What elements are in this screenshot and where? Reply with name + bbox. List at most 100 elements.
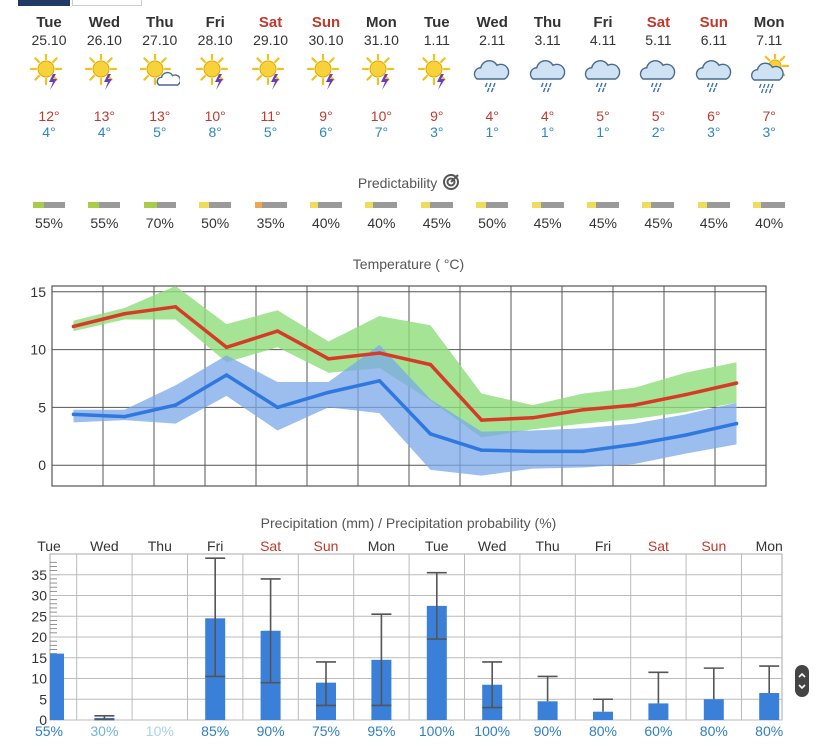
day-date: 25.10 <box>31 32 67 48</box>
day-column[interactable]: Fri 28.10 10° 8° <box>187 14 243 140</box>
precip-probability-label: 100% <box>474 723 510 739</box>
predictability-bar <box>199 202 232 208</box>
precip-probability-label: 60% <box>644 723 672 739</box>
max-temp: 13° <box>149 108 171 124</box>
sun-cloud-icon <box>139 54 180 86</box>
precip-bar <box>759 693 780 720</box>
predictability-value: 55% <box>90 215 119 231</box>
day-column[interactable]: Thu 27.10 13° 5° <box>132 14 188 140</box>
tab-inactive[interactable] <box>72 0 142 6</box>
min-temp: 3° <box>707 124 721 140</box>
predictability-remainder <box>373 202 398 208</box>
day-name: Wed <box>476 14 508 31</box>
predictability-cell: 45% <box>686 200 742 231</box>
day-name: Mon <box>365 14 397 31</box>
precip-y-tick-label: 10 <box>31 671 47 687</box>
day-column[interactable]: Sat 29.10 11° 5° <box>243 14 299 140</box>
temp-min-point <box>581 449 586 454</box>
day-column[interactable]: Tue 1.11 9° 3° <box>409 14 465 140</box>
sun-cloud-rain-icon <box>751 54 790 94</box>
temp-min-line <box>73 373 737 454</box>
precip-bar <box>593 711 613 720</box>
predictability-bar <box>143 202 176 208</box>
temp-max-range-band <box>73 286 737 438</box>
day-name: Mon <box>753 14 785 31</box>
precip-y-tick-label: 20 <box>31 629 47 645</box>
precip-bar <box>426 605 447 720</box>
temp-max-point <box>326 357 331 361</box>
precip-y-tick-label: 30 <box>31 588 47 604</box>
min-temp: 2° <box>651 124 666 140</box>
predictability-fill <box>143 202 157 208</box>
day-name: Fri <box>593 14 613 31</box>
predictability-fill <box>254 202 262 208</box>
day-column[interactable]: Mon 31.10 10° 7° <box>353 14 409 140</box>
predictability-remainder <box>596 202 619 208</box>
sun-thunder-icon <box>417 54 450 90</box>
day-column[interactable]: Sun 30.10 9° 6° <box>298 14 354 140</box>
predictability-fill <box>199 202 210 208</box>
predictability-bar <box>531 202 564 208</box>
day-date: 29.10 <box>253 32 289 48</box>
predictability-cell: 50% <box>187 200 243 231</box>
max-temp: 7° <box>762 108 776 124</box>
day-column[interactable]: Wed 26.10 13° 4° <box>76 14 132 140</box>
precip-y-tick-label: 35 <box>31 567 47 583</box>
precip-bar <box>703 699 724 720</box>
predictability-cell: 35% <box>243 200 299 231</box>
temperature-chart-title: Temperature ( °C) <box>352 256 465 272</box>
precip-probability-label: 80% <box>700 723 728 739</box>
predictability-fill <box>365 202 374 208</box>
day-name: Thu <box>533 14 562 31</box>
sun-thunder-icon <box>85 54 118 90</box>
day-name: Tue <box>424 14 450 31</box>
temp-min-point <box>173 403 178 407</box>
predictability-bar <box>310 202 342 208</box>
precip-day-label: Sun <box>314 538 339 554</box>
daily-forecast-strip: Tue 25.10 12° 4° Wed 26.10 13° 4° Thu 27.10 13° 5° F… <box>21 14 797 164</box>
max-temp: 6° <box>707 108 721 124</box>
predictability-remainder <box>156 202 176 208</box>
day-column[interactable]: Mon 7.11 7° 3° <box>741 14 797 140</box>
day-name: Wed <box>88 14 121 31</box>
min-temp: 4° <box>42 124 56 140</box>
day-name: Fri <box>205 14 225 31</box>
predictability-fill <box>33 202 44 208</box>
precipitation-chart-title: Precipitation (mm) / Precipitation proba… <box>260 515 557 531</box>
predictability-value: 45% <box>699 215 728 231</box>
precip-probability-label: 90% <box>257 723 285 739</box>
sun-thunder-icon <box>29 54 63 90</box>
day-column[interactable]: Tue 25.10 12° 4° <box>21 14 77 140</box>
day-column[interactable]: Sun 6.11 6° 3° <box>686 14 742 140</box>
temp-max-point <box>275 329 280 333</box>
temp-min-point <box>632 442 637 447</box>
day-name: Sun <box>311 14 341 31</box>
day-date: 30.10 <box>308 32 344 48</box>
tab-active[interactable] <box>18 0 70 6</box>
day-name: Sat <box>258 14 283 31</box>
precip-day-label: Sat <box>260 538 281 554</box>
max-temp: 5° <box>651 108 666 124</box>
temp-max-point <box>479 418 484 422</box>
predictability-cell: 55% <box>21 200 77 231</box>
precip-day-label: Thu <box>536 538 560 554</box>
cloud-rain-icon <box>529 60 565 93</box>
predictability-remainder <box>540 202 564 208</box>
day-column[interactable]: Sat 5.11 5° 2° <box>630 14 686 140</box>
scroll-handle[interactable] <box>795 665 809 697</box>
precip-day-label: Tue <box>37 538 61 554</box>
temp-y-tick-label: 15 <box>30 284 46 300</box>
temp-min-point <box>683 433 688 437</box>
day-column[interactable]: Wed 2.11 4° 1° <box>464 14 520 140</box>
max-temp: 11° <box>260 108 281 124</box>
day-column[interactable]: Fri 4.11 5° 1° <box>575 14 631 140</box>
max-temp: 12° <box>38 108 60 124</box>
temp-max-point <box>224 345 229 350</box>
day-column[interactable]: Thu 3.11 4° 1° <box>520 14 576 140</box>
precip-probability-label: 75% <box>312 723 340 739</box>
min-temp: 5° <box>263 124 278 140</box>
day-date: 31.10 <box>363 32 399 48</box>
predictability-bar <box>88 202 121 208</box>
predictability-value: 35% <box>256 215 285 231</box>
temp-min-point <box>734 421 739 426</box>
